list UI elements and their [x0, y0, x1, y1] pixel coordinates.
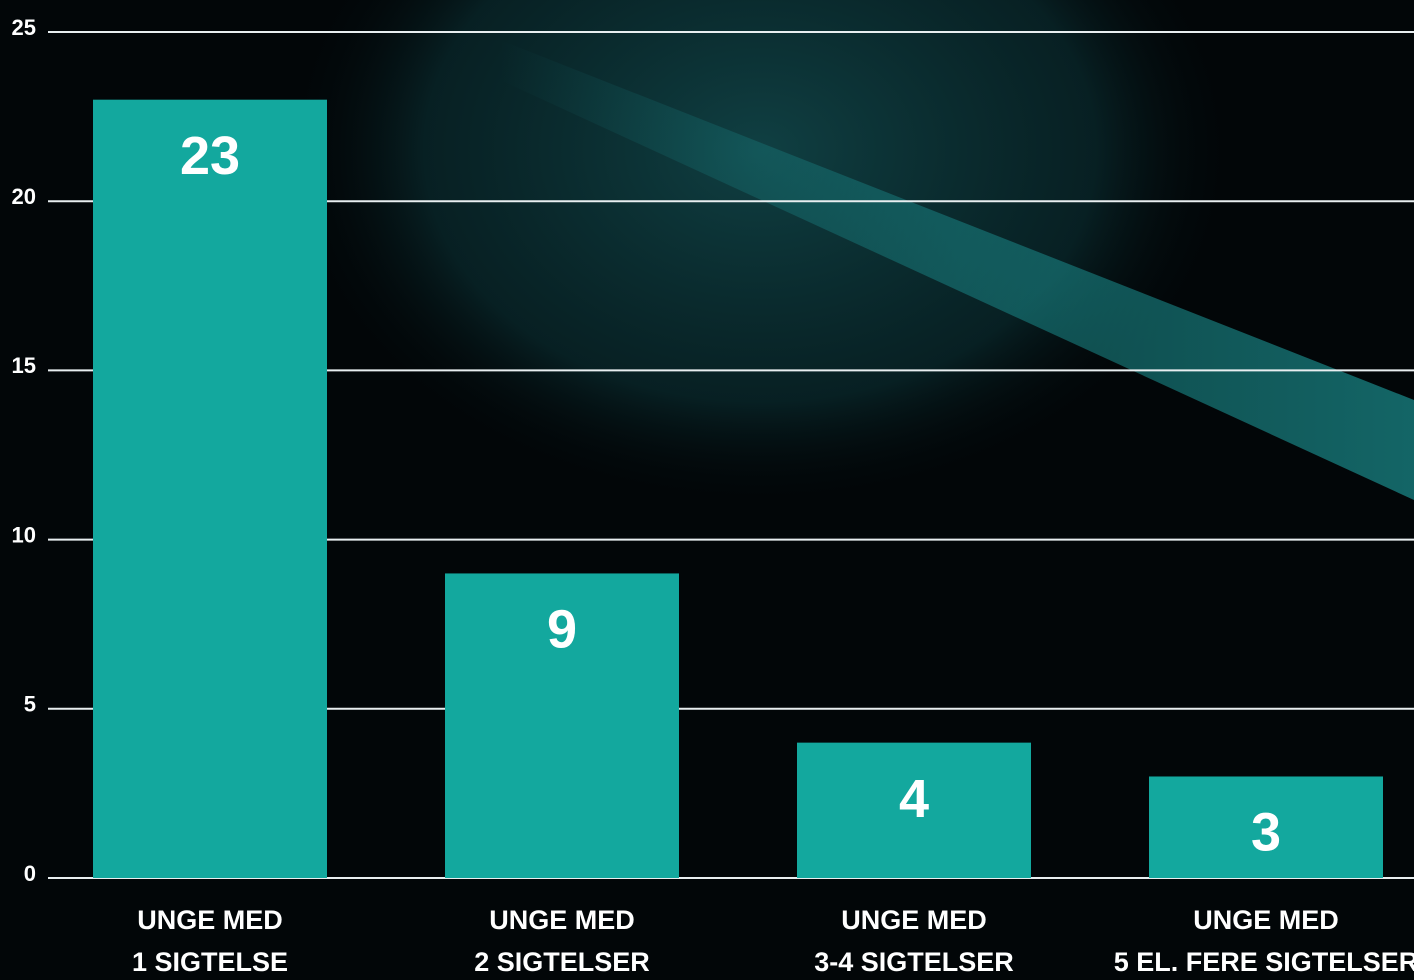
- y-tick-label: 10: [12, 522, 36, 547]
- background-glow: [280, 0, 1240, 510]
- x-tick-label: 5 EL. FERE SIGTELSER: [1114, 947, 1414, 977]
- x-tick-label: UNGE MED: [1193, 905, 1339, 935]
- x-tick-label: 1 SIGTELSE: [132, 947, 288, 977]
- x-tick-label: 2 SIGTELSER: [474, 947, 650, 977]
- x-tick-label: UNGE MED: [137, 905, 283, 935]
- bar: [445, 573, 679, 878]
- y-tick-label: 15: [12, 353, 36, 378]
- value-label: 9: [547, 600, 577, 660]
- value-label: 4: [899, 769, 929, 829]
- value-label: 23: [180, 126, 240, 186]
- bar: [1149, 776, 1383, 878]
- x-tick-label: UNGE MED: [841, 905, 987, 935]
- y-tick-label: 5: [24, 692, 36, 717]
- background-beam: [500, 40, 1414, 500]
- y-tick-label: 25: [12, 15, 36, 40]
- x-tick-label: UNGE MED: [489, 905, 635, 935]
- bar: [93, 99, 327, 879]
- y-tick-label: 0: [24, 861, 36, 886]
- y-tick-label: 20: [12, 184, 36, 209]
- x-tick-label: 3-4 SIGTELSER: [814, 947, 1014, 977]
- bar: [797, 742, 1031, 878]
- value-label: 3: [1251, 803, 1281, 863]
